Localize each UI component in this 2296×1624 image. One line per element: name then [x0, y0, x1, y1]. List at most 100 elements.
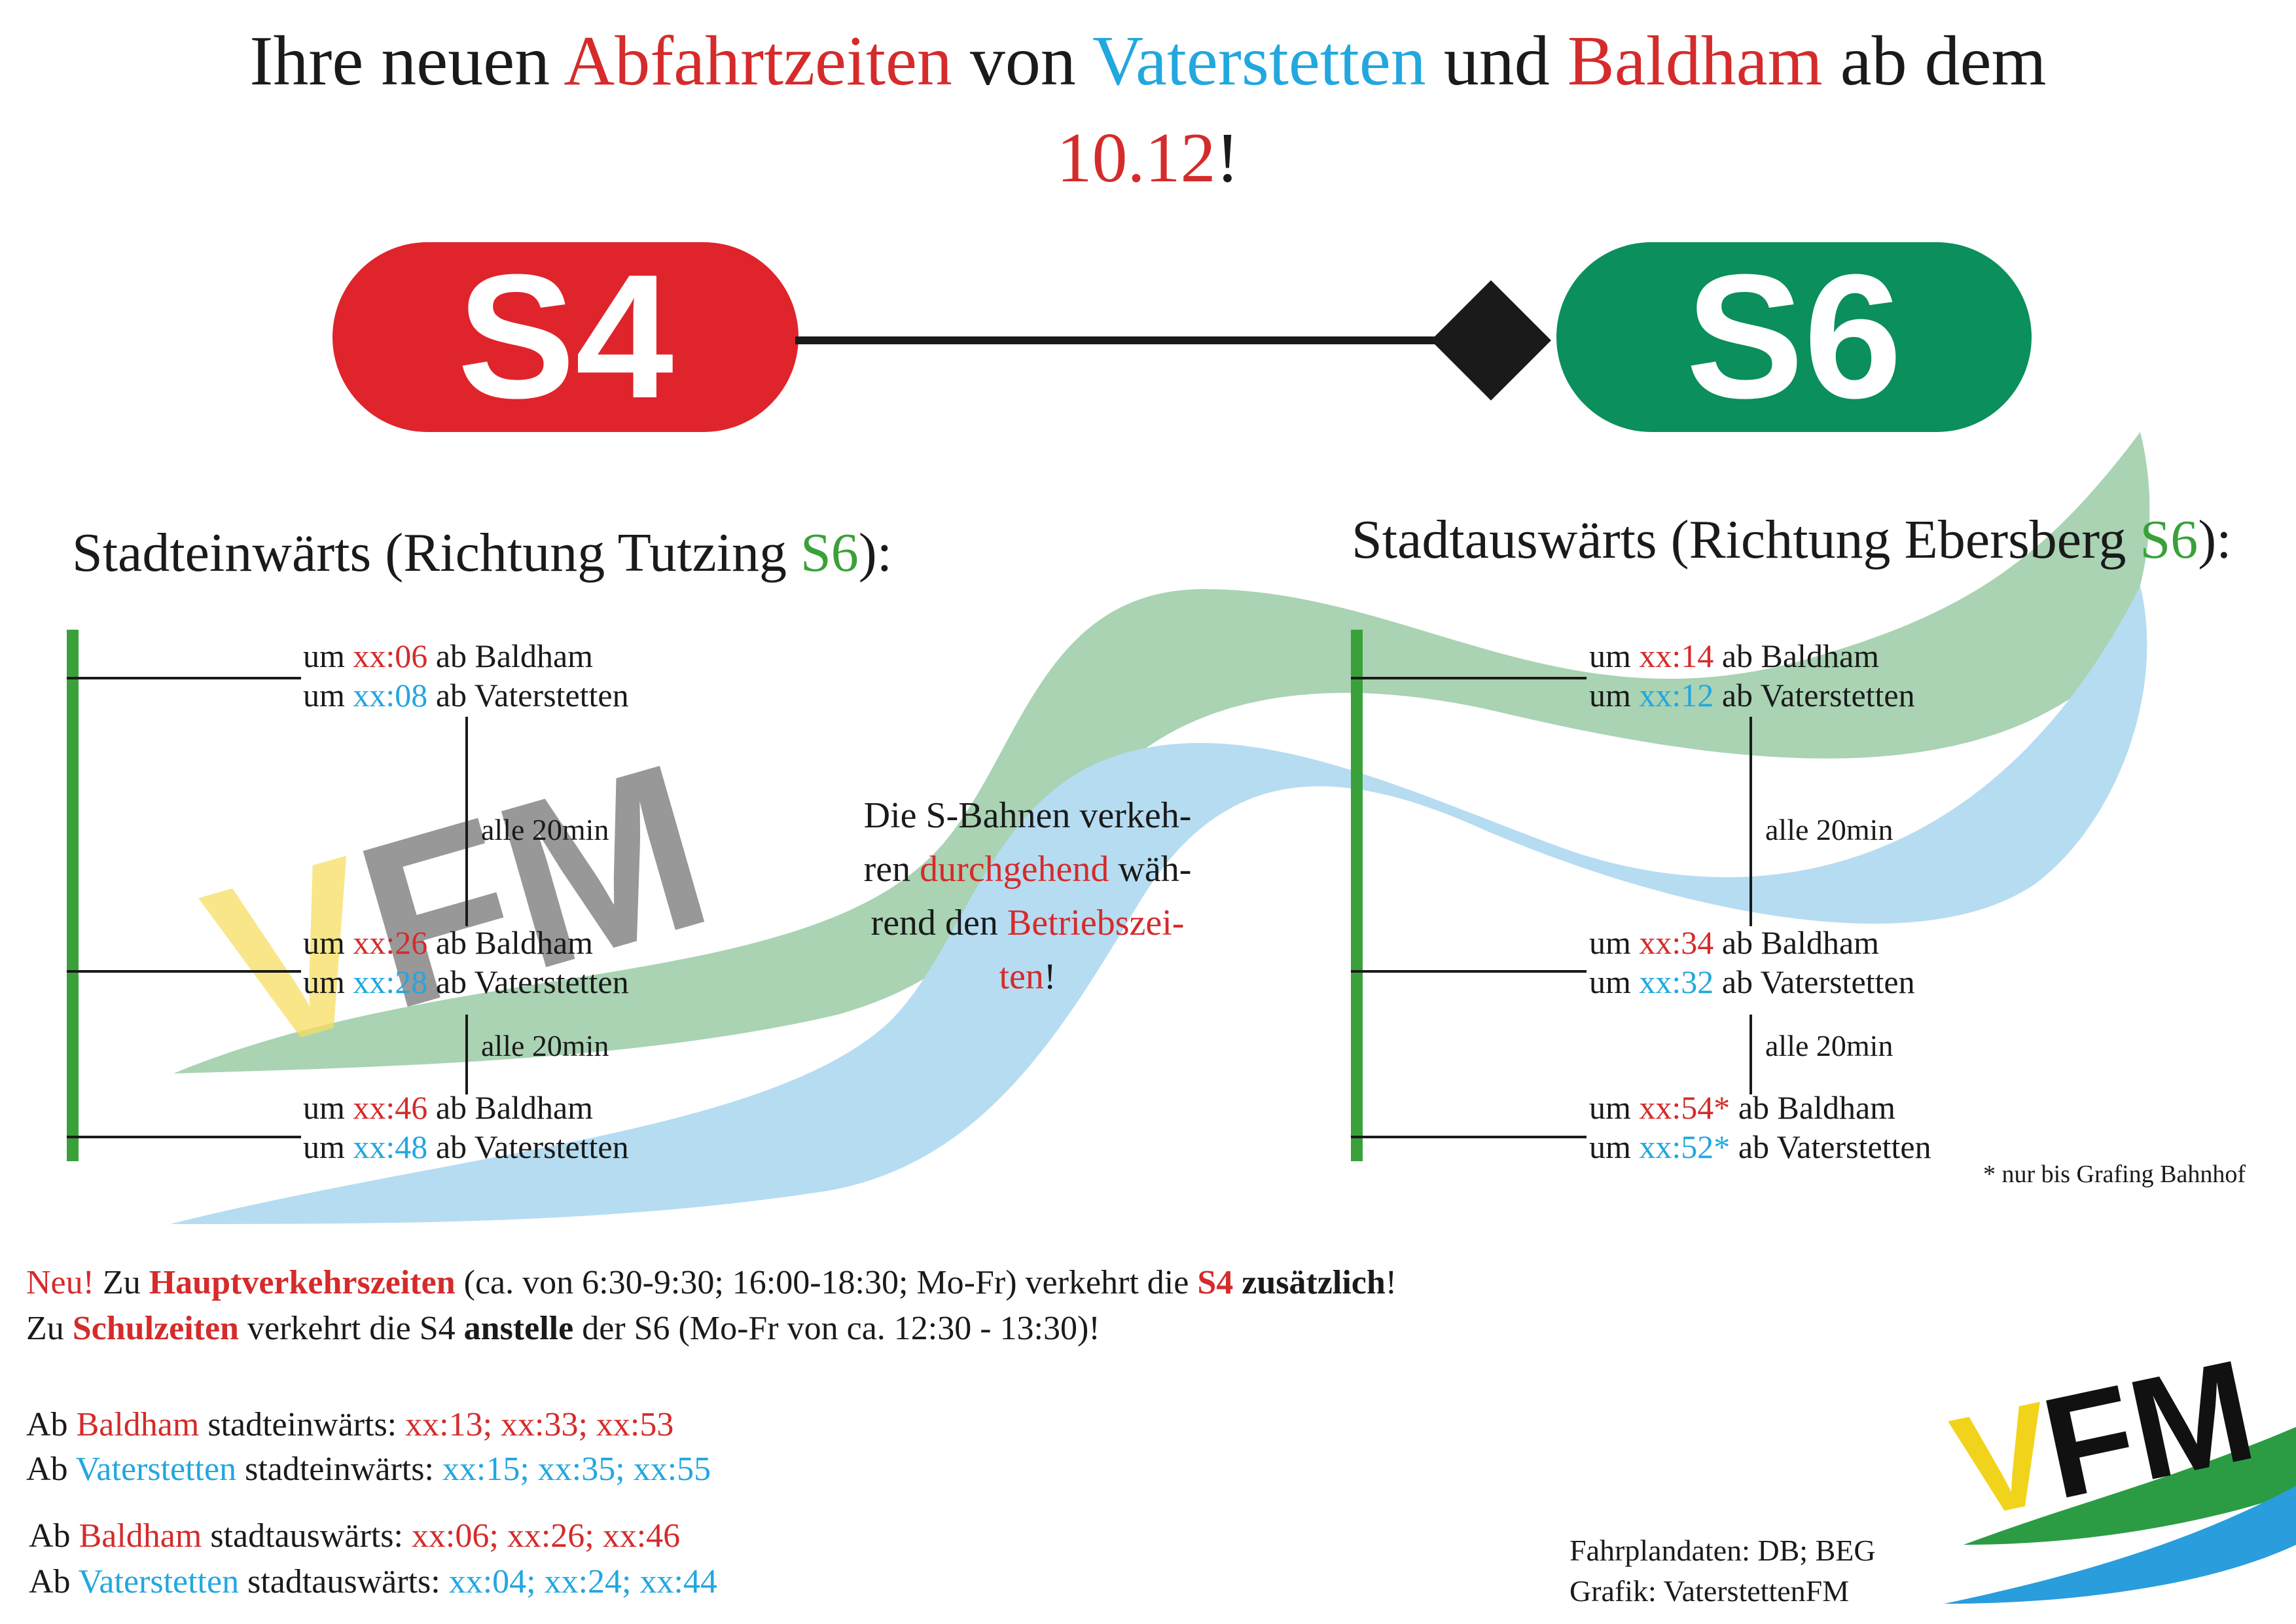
- notice-instead: anstelle: [463, 1310, 574, 1347]
- extra-times: xx:06; xx:26; xx:46: [411, 1517, 681, 1555]
- row-time: xx:14: [1639, 638, 1714, 674]
- outbound-baldham-row: um xx:54* ab Baldham: [1589, 1088, 1931, 1127]
- row-time: xx:52*: [1639, 1128, 1731, 1165]
- title-word-vaterstetten: Vaterstetten: [1092, 22, 1426, 100]
- row-station: ab Baldham: [427, 924, 594, 961]
- row-time: xx:28: [353, 964, 428, 1000]
- title-word: von: [969, 22, 1076, 100]
- center-note-line: ren durchgehend wäh-: [818, 842, 1237, 896]
- note-text: !: [1043, 956, 1056, 997]
- notice-text: !: [1385, 1264, 1397, 1301]
- notice-line-peak: Neu! Zu Hauptverkehrszeiten (ca. von 6:3…: [26, 1260, 1397, 1306]
- s6-badge: S6: [1556, 242, 2032, 432]
- extra-direction: stadtauswärts:: [202, 1517, 412, 1555]
- extra-times-row: Ab Vaterstetten stadteinwärts: xx:15; xx…: [26, 1447, 711, 1492]
- row-station: ab Vaterstetten: [1713, 964, 1915, 1000]
- footnote: * nur bis Grafing Bahnhof: [1983, 1161, 2246, 1188]
- outbound-heading: Stadtauswärts (Richtung Ebersberg S6):: [1352, 507, 2232, 573]
- notice-text: der S6 (Mo-Fr von ca. 12:30 - 13:30)!: [573, 1310, 1100, 1347]
- inbound-interval-line: [465, 1015, 468, 1094]
- title-word-abfahrtzeiten: Abfahrtzeiten: [564, 22, 952, 100]
- outbound-vaterstetten-row: um xx:12 ab Vaterstetten: [1589, 676, 1915, 715]
- s4-label: S4: [457, 238, 674, 435]
- extra-prefix: Ab: [29, 1563, 79, 1600]
- outbound-interval-line: [1749, 1015, 1752, 1094]
- extra-station: Baldham: [79, 1517, 202, 1555]
- row-station: ab Vaterstetten: [1713, 677, 1915, 713]
- title-exclamation: !: [1215, 119, 1240, 197]
- inbound-baldham-row: um xx:26 ab Baldham: [303, 923, 629, 962]
- line-connector: [795, 336, 1456, 344]
- row-time: xx:34: [1639, 924, 1714, 961]
- outbound-baldham-row: um xx:14 ab Baldham: [1589, 636, 1915, 676]
- inbound-stop-line: [67, 1136, 301, 1138]
- row-station: ab Baldham: [1713, 638, 1880, 674]
- outbound-timeline-bar: [1351, 630, 1363, 1161]
- note-highlight: ten: [999, 956, 1044, 997]
- extra-station: Vaterstetten: [75, 1451, 237, 1488]
- outbound-departure-block: um xx:54* ab Baldham um xx:52* ab Vaters…: [1589, 1088, 1931, 1166]
- inbound-baldham-row: um xx:06 ab Baldham: [303, 636, 629, 676]
- inbound-vaterstetten-row: um xx:28 ab Vaterstetten: [303, 962, 629, 1001]
- row-prefix: um: [303, 677, 353, 713]
- extra-prefix: Ab: [26, 1406, 77, 1443]
- extra-prefix: Ab: [26, 1451, 76, 1488]
- outbound-stop-line: [1351, 970, 1587, 973]
- note-highlight: durchgehend: [920, 849, 1109, 890]
- title-word: ab dem: [1840, 22, 2047, 100]
- extra-times: xx:13; xx:33; xx:53: [405, 1406, 674, 1443]
- notice-text: Zu: [94, 1264, 149, 1301]
- logo-green-swoosh: [1964, 1427, 2296, 1545]
- row-prefix: um: [303, 638, 353, 674]
- page-title-date: 10.12!: [0, 110, 2296, 207]
- row-station: ab Vaterstetten: [427, 964, 629, 1000]
- row-time: xx:06: [353, 638, 428, 674]
- center-note: Die S-Bahnen verkeh- ren durchgehend wäh…: [818, 789, 1237, 1003]
- notice-text: [1233, 1264, 1242, 1301]
- row-prefix: um: [303, 964, 353, 1000]
- row-prefix: um: [303, 1089, 353, 1126]
- row-station: ab Vaterstetten: [1730, 1128, 1931, 1165]
- row-time: xx:54*: [1639, 1089, 1731, 1126]
- inbound-interval-label: alle 20min: [481, 813, 609, 846]
- extra-direction: stadtauswärts:: [239, 1563, 449, 1600]
- outbound-baldham-row: um xx:34 ab Baldham: [1589, 923, 1915, 962]
- center-note-line: ten!: [818, 950, 1237, 1003]
- notice-line-school: Zu Schulzeiten verkehrt die S4 anstelle …: [26, 1306, 1100, 1352]
- row-station: ab Baldham: [1730, 1089, 1896, 1126]
- notice-text: Zu: [26, 1310, 73, 1347]
- row-time: xx:26: [353, 924, 428, 961]
- row-prefix: um: [1589, 1128, 1640, 1165]
- row-time: xx:46: [353, 1089, 428, 1126]
- extra-direction: stadteinwärts:: [236, 1451, 442, 1488]
- outbound-vaterstetten-row: um xx:52* ab Vaterstetten: [1589, 1127, 1931, 1166]
- center-note-line: Die S-Bahnen verkeh-: [863, 795, 1192, 836]
- row-time: xx:32: [1639, 964, 1714, 1000]
- row-station: ab Vaterstetten: [427, 1128, 629, 1165]
- notice-peak-hours: Hauptverkehrszeiten: [149, 1264, 456, 1301]
- extra-direction: stadteinwärts:: [199, 1406, 406, 1443]
- inbound-departure-block: um xx:06 ab Baldham um xx:08 ab Vaterste…: [303, 636, 629, 715]
- inbound-vaterstetten-row: um xx:08 ab Vaterstetten: [303, 676, 629, 715]
- outbound-interval-label: alle 20min: [1765, 813, 1893, 846]
- inbound-interval-line: [465, 717, 468, 926]
- notice-school-times: Schulzeiten: [72, 1310, 239, 1347]
- outbound-interval-line: [1749, 717, 1752, 926]
- s6-label: S6: [1685, 238, 1903, 435]
- note-text: wäh-: [1109, 849, 1192, 890]
- logo-blue-swoosh: [1944, 1486, 2296, 1604]
- outbound-heading-line: S6: [2140, 509, 2198, 570]
- outbound-heading-text: Stadtauswärts (Richtung Ebersberg: [1352, 509, 2140, 570]
- inbound-heading: Stadteinwärts (Richtung Tutzing S6):: [72, 520, 892, 586]
- title-word-baldham: Baldham: [1567, 22, 1823, 100]
- extra-station: Vaterstetten: [78, 1563, 240, 1600]
- inbound-heading-end: ):: [858, 522, 893, 583]
- extra-prefix: Ab: [29, 1517, 79, 1555]
- row-prefix: um: [303, 924, 353, 961]
- row-time: xx:48: [353, 1128, 428, 1165]
- page-title: Ihre neuen Abfahrtzeiten von Vaterstette…: [0, 13, 2296, 110]
- extra-times-row: Ab Vaterstetten stadtauswärts: xx:04; xx…: [29, 1559, 717, 1605]
- row-prefix: um: [1589, 1089, 1640, 1126]
- credit-data: Fahrplandaten: DB; BEG: [1570, 1534, 1876, 1567]
- title-word: und: [1443, 22, 1550, 100]
